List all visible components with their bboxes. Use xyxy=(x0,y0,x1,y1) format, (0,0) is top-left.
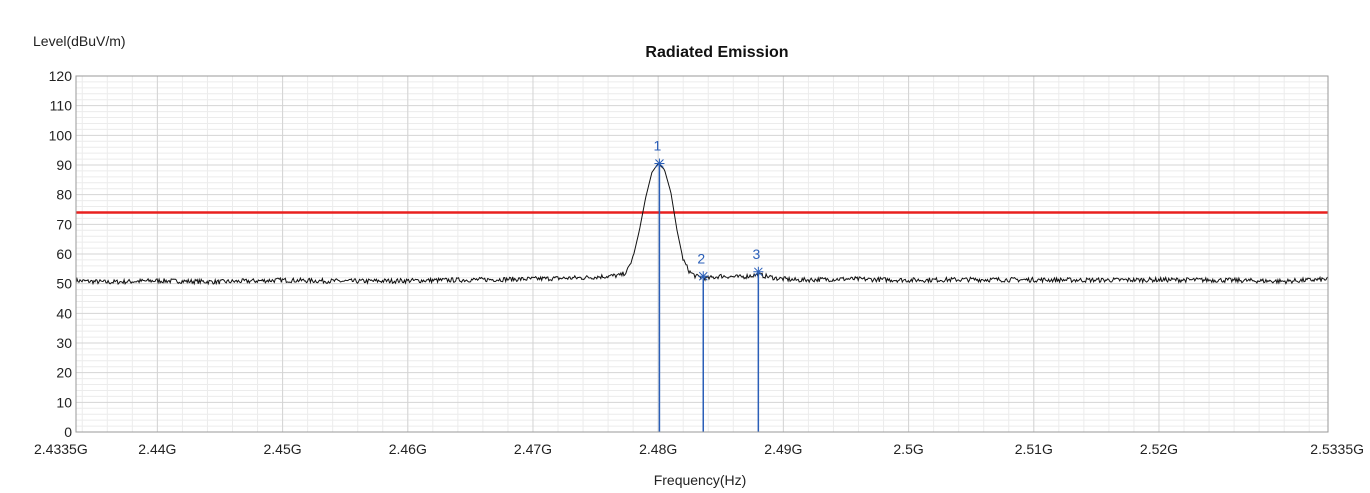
plot-frame xyxy=(75,75,1329,433)
x-tick-label: 2.45G xyxy=(264,441,302,457)
x-tick-label: 2.47G xyxy=(514,441,552,457)
y-tick-label: 110 xyxy=(50,98,73,114)
x-tick-label: 2.51G xyxy=(1015,441,1053,457)
y-tick-label: 0 xyxy=(64,424,72,440)
y-tick-labels: 0 10 20 30 40 50 60 70 80 90 100 110 120 xyxy=(49,68,73,440)
marker-1-label: 1 xyxy=(654,138,662,154)
x-tick-label: 2.44G xyxy=(138,441,176,457)
y-tick-label: 80 xyxy=(56,187,72,203)
marker-3-label: 3 xyxy=(752,246,760,262)
x-axis-label: Frequency(Hz) xyxy=(654,472,747,488)
x-tick-label: 2.5G xyxy=(893,441,923,457)
y-tick-label: 100 xyxy=(49,127,73,143)
y-tick-label: 60 xyxy=(56,246,72,262)
x-tick-label: 2.52G xyxy=(1140,441,1178,457)
marker-2-label: 2 xyxy=(697,250,705,266)
y-tick-label: 40 xyxy=(56,305,72,321)
x-tick-label: 2.5335G xyxy=(1310,441,1364,457)
x-tick-label: 2.4335G xyxy=(34,441,88,457)
y-tick-label: 20 xyxy=(56,365,72,381)
marker-1-star xyxy=(654,158,665,169)
y-tick-label: 50 xyxy=(56,276,72,292)
y-tick-label: 120 xyxy=(49,68,73,84)
y-axis-label: Level(dBuV/m) xyxy=(33,33,126,49)
marker-2-star xyxy=(698,271,709,282)
x-tick-label: 2.48G xyxy=(639,441,677,457)
marker-3-star xyxy=(753,266,764,277)
x-tick-label: 2.46G xyxy=(389,441,427,457)
y-tick-label: 10 xyxy=(56,394,72,410)
x-tick-labels: 2.4335G 2.44G 2.45G 2.46G 2.47G 2.48G 2.49G 2.5… xyxy=(34,441,1364,457)
y-tick-label: 30 xyxy=(56,335,72,351)
y-tick-label: 70 xyxy=(56,216,72,232)
chart-title: Radiated Emission xyxy=(645,44,788,61)
x-tick-label: 2.49G xyxy=(764,441,802,457)
markers-group: 1 2 3 xyxy=(654,138,764,432)
y-tick-label: 90 xyxy=(56,157,72,173)
